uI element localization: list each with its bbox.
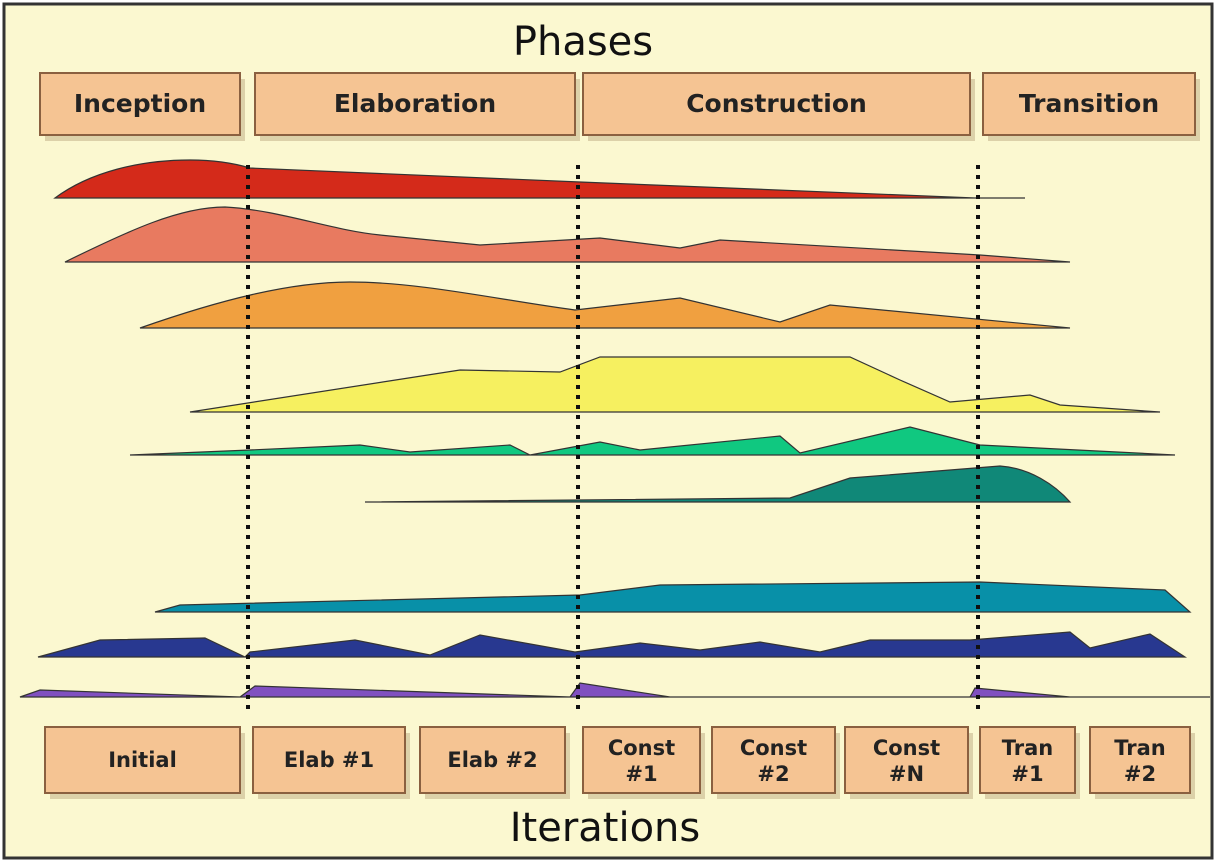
- phase-label: Construction: [686, 89, 867, 118]
- iteration-line: #2: [757, 762, 789, 786]
- iteration-label: Initial: [108, 748, 177, 772]
- iteration-line: #1: [1011, 762, 1043, 786]
- boxes: Inception Elaboration Construction Transiti…: [39, 72, 1200, 799]
- iteration-box: [252, 726, 406, 794]
- iteration-box: [44, 726, 241, 794]
- phase-box: [254, 72, 576, 136]
- iteration-box: [582, 726, 701, 794]
- phase-box: [582, 72, 971, 136]
- hump: [37, 631, 1188, 658]
- phase-box: [982, 72, 1196, 136]
- iteration-label: Const #2: [740, 736, 807, 786]
- iteration-line: Initial: [108, 748, 177, 772]
- hump: [154, 581, 1192, 613]
- iteration-line: Tran: [1002, 736, 1054, 760]
- hump: [19, 682, 1210, 698]
- iteration-box: [1089, 726, 1191, 794]
- iteration-label: Elab #2: [447, 748, 537, 772]
- phase-box: [39, 72, 241, 136]
- hump: [139, 281, 1071, 329]
- iteration-line: #1: [625, 762, 657, 786]
- iterations-title: Iterations: [510, 805, 701, 851]
- iteration-box: [979, 726, 1076, 794]
- iteration-line: Const: [873, 736, 940, 760]
- iteration-line: Const: [740, 736, 807, 760]
- iteration-label: Const #1: [608, 736, 675, 786]
- hump: [64, 206, 1071, 263]
- phase-label: Transition: [1019, 89, 1159, 118]
- iteration-line: Elab #1: [284, 748, 374, 772]
- hump: [364, 465, 1072, 503]
- iteration-line: Elab #2: [447, 748, 537, 772]
- iteration-line: Const: [608, 736, 675, 760]
- iteration-label: Tran #1: [1002, 736, 1054, 786]
- iteration-box: [711, 726, 836, 794]
- iteration-box: [419, 726, 566, 794]
- humps: [19, 159, 1210, 698]
- iteration-box: [844, 726, 969, 794]
- phase-label: Elaboration: [334, 89, 496, 118]
- iteration-line: #N: [889, 762, 924, 786]
- iteration-label: Tran #2: [1114, 736, 1166, 786]
- iteration-line: #2: [1124, 762, 1156, 786]
- phase-label: Inception: [74, 89, 206, 118]
- phase-dividers: [246, 165, 980, 712]
- iteration-label: Elab #1: [284, 748, 374, 772]
- hump: [129, 426, 1176, 456]
- iteration-line: Tran: [1114, 736, 1166, 760]
- iteration-label: Const #N: [873, 736, 940, 786]
- phases-title: Phases: [513, 19, 653, 65]
- hump: [189, 356, 1161, 413]
